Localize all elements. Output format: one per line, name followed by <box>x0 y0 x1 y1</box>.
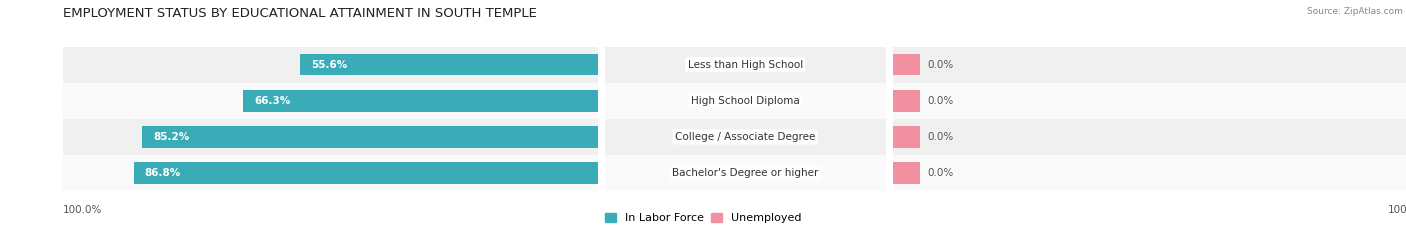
Bar <box>63 83 598 119</box>
Text: 86.8%: 86.8% <box>145 168 181 178</box>
Text: 0.0%: 0.0% <box>928 168 953 178</box>
Text: 100.0%: 100.0% <box>63 205 103 215</box>
Bar <box>893 47 1406 83</box>
Text: Bachelor's Degree or higher: Bachelor's Degree or higher <box>672 168 818 178</box>
Bar <box>893 90 920 112</box>
Text: College / Associate Degree: College / Associate Degree <box>675 132 815 142</box>
Text: 0.0%: 0.0% <box>928 96 953 106</box>
Bar <box>63 119 598 155</box>
Text: EMPLOYMENT STATUS BY EDUCATIONAL ATTAINMENT IN SOUTH TEMPLE: EMPLOYMENT STATUS BY EDUCATIONAL ATTAINM… <box>63 7 537 20</box>
Text: High School Diploma: High School Diploma <box>690 96 800 106</box>
Text: 66.3%: 66.3% <box>254 96 290 106</box>
Bar <box>243 90 598 112</box>
Bar <box>605 119 886 155</box>
Bar <box>63 155 598 191</box>
Text: 0.0%: 0.0% <box>928 60 953 70</box>
Bar <box>893 162 920 184</box>
Text: 0.0%: 0.0% <box>928 132 953 142</box>
Bar <box>893 54 920 75</box>
Text: 85.2%: 85.2% <box>153 132 190 142</box>
Bar <box>605 47 886 83</box>
Text: 55.6%: 55.6% <box>311 60 347 70</box>
Bar <box>893 119 1406 155</box>
Bar <box>893 155 1406 191</box>
Bar <box>605 155 886 191</box>
Bar <box>134 162 598 184</box>
Bar <box>142 126 598 148</box>
Bar <box>605 83 886 119</box>
Bar <box>301 54 598 75</box>
Text: 100.0%: 100.0% <box>1388 205 1406 215</box>
Bar <box>893 126 920 148</box>
Bar <box>893 83 1406 119</box>
Text: Source: ZipAtlas.com: Source: ZipAtlas.com <box>1308 7 1403 16</box>
Bar <box>63 47 598 83</box>
Legend: In Labor Force, Unemployed: In Labor Force, Unemployed <box>600 208 806 227</box>
Text: Less than High School: Less than High School <box>688 60 803 70</box>
